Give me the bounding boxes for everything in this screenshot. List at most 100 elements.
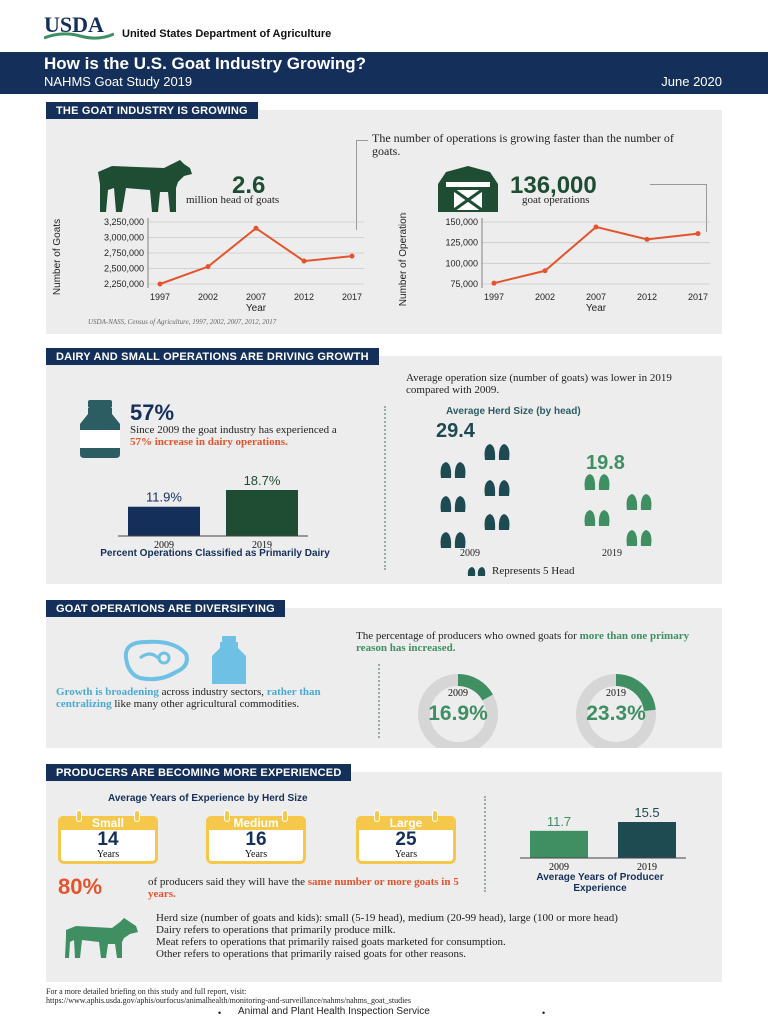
donut-arc	[457, 674, 493, 701]
section-divider	[378, 664, 380, 738]
hoof-icon	[482, 512, 512, 537]
calendar-years-value: 16	[245, 829, 267, 850]
hoof-legend: Represents 5 Head	[492, 565, 575, 577]
y-axis-label: Number of Operations	[398, 212, 409, 306]
y-tick-label: 75,000	[450, 279, 478, 289]
calendar-ring	[282, 810, 288, 822]
hoof-icon	[624, 492, 654, 517]
x-tick-label: 1997	[150, 292, 170, 302]
y-tick-label: 2,750,000	[104, 248, 144, 258]
section-diversify-tag: GOAT OPERATIONS ARE DIVERSIFYING	[46, 600, 285, 617]
calendar-size-label: Medium	[233, 816, 279, 830]
x-tick-label: 1997	[484, 292, 504, 302]
herd-year-2009: 2009	[460, 548, 480, 559]
calendar-header	[206, 816, 306, 830]
experience-bar-chart: 11.7 2009 15.5 2019	[520, 805, 686, 872]
note-herd-size: Herd size (number of goats and kids): sm…	[156, 912, 618, 924]
x-tick-label: 2007	[586, 292, 606, 302]
experience-bar-title: Average Years of Producer Experience	[536, 872, 664, 894]
data-point	[593, 224, 599, 230]
herd-value-2009: 29.4	[436, 420, 475, 442]
calendar-years-unit: Years	[96, 849, 120, 860]
plans-text-b: same number or more goats in 5 years.	[148, 876, 459, 900]
multi-reason-donuts: 2009 16.9% 2019 23.3%	[418, 674, 656, 748]
bar-category-label: 2009	[549, 862, 569, 872]
bar-value-label: 11.9%	[146, 490, 182, 505]
x-axis-label: Year	[246, 303, 267, 314]
connector-line	[706, 184, 707, 232]
diversify-intro-b: more than one primary reason has increas…	[356, 630, 690, 654]
hoof-icon	[438, 460, 468, 485]
goats-label: million head of goats	[186, 194, 280, 206]
diversify-text-d: like many other agricultural commodities…	[111, 698, 300, 710]
bar-value-label: 11.7	[547, 814, 571, 829]
series-line	[159, 226, 353, 285]
hoof-icon	[482, 478, 512, 503]
dairy-bar-title: Percent Operations Classified as Primari…	[100, 548, 330, 559]
y-tick-label: 150,000	[445, 217, 478, 227]
bar-category-label: 2009	[154, 540, 174, 548]
footer-url[interactable]: https://www.aphis.usda.gov/aphis/ourfocu…	[46, 996, 411, 1005]
section-divider	[484, 796, 486, 892]
donut-arc	[615, 674, 656, 712]
data-point	[157, 281, 163, 287]
hoof-icon	[582, 472, 612, 497]
y-tick-label: 100,000	[445, 258, 478, 268]
goat-head-icon	[64, 918, 140, 958]
calendar-header	[356, 816, 456, 830]
hoof-icon	[438, 530, 468, 555]
page-date: June 2020	[661, 74, 722, 89]
page-subtitle: NAHMS Goat Study 2019	[44, 74, 193, 89]
calendar-size-label: Small	[91, 816, 124, 830]
data-point	[205, 264, 211, 270]
data-point	[301, 258, 307, 264]
data-point	[491, 280, 497, 286]
dairy-text-a: Since 2009 the goat industry has experie…	[130, 424, 337, 436]
bar	[530, 830, 588, 858]
calendar-years-unit: Years	[394, 849, 418, 860]
diversify-intro: The percentage of producers who owned go…	[356, 630, 716, 654]
y-tick-label: 125,000	[445, 238, 478, 248]
calendar-ring	[134, 810, 140, 822]
data-point	[695, 231, 701, 237]
section-experience-panel	[46, 772, 722, 982]
diversify-text: Growth is broadening across industry sec…	[56, 686, 346, 710]
calendar-medium: Medium 16 Years	[206, 810, 306, 864]
operations-line-chart: 75,000 100,000 125,000 150,000 1997 2002 2007 2…	[398, 212, 710, 314]
connector-line	[356, 140, 357, 230]
calendar-years-value: 25	[395, 829, 417, 850]
herd-value-2019: 19.8	[586, 452, 625, 474]
calendar-ring	[374, 810, 380, 822]
calendar-body	[206, 830, 306, 864]
barn-icon	[436, 166, 500, 212]
calendar-body	[58, 830, 158, 864]
goat-icon	[92, 158, 202, 214]
bar-category-label: 2019	[637, 862, 657, 872]
data-point	[349, 253, 355, 259]
x-tick-label: 2002	[198, 292, 218, 302]
bar-category-label: 2019	[252, 540, 272, 548]
footer-bullet-left: •	[218, 1008, 222, 1018]
calendar-years-unit: Years	[244, 849, 268, 860]
section-dairy-tag: DAIRY AND SMALL OPERATIONS ARE DRIVING G…	[46, 348, 379, 365]
section-divider	[384, 406, 386, 570]
connector-line	[650, 184, 706, 185]
hoof-icon	[438, 494, 468, 519]
x-axis-label: Year	[586, 303, 607, 314]
note-meat: Meat refers to operations that primarily…	[156, 936, 506, 948]
hoof-icon	[482, 442, 512, 467]
operations-label: goat operations	[522, 194, 590, 206]
diversify-text-c: rather than centralizing	[56, 686, 321, 710]
page-title: How is the U.S. Goat Industry Growing?	[44, 54, 367, 73]
y-tick-label: 3,000,000	[104, 233, 144, 243]
plans-text-a: of producers said they will have the	[148, 876, 308, 888]
donut-value: 23.3%	[586, 702, 646, 725]
svg-text:USDA: USDA	[44, 12, 104, 37]
diversify-intro-a: The percentage of producers who owned go…	[356, 630, 580, 642]
section-experience-tag: PRODUCERS ARE BECOMING MORE EXPERIENCED	[46, 764, 352, 781]
calendar-ring	[432, 810, 438, 822]
donut-year: 2009	[448, 688, 468, 699]
x-tick-label: 2017	[688, 292, 708, 302]
milk-bottle-icon	[78, 400, 122, 458]
data-point	[542, 268, 548, 274]
